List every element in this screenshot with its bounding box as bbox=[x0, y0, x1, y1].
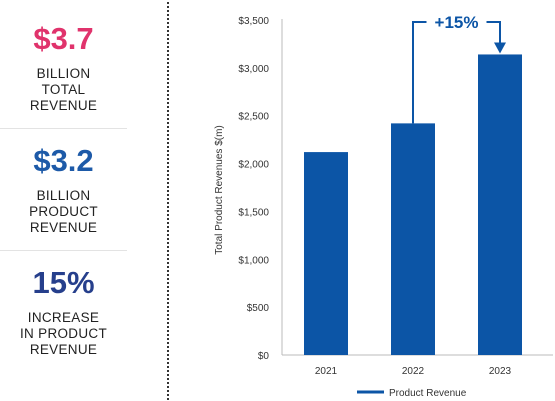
dotted-divider bbox=[167, 2, 169, 400]
stat-label-line: INCREASE bbox=[27, 310, 100, 325]
stat-separator bbox=[0, 250, 127, 251]
y-tick-label: $2,500 bbox=[238, 112, 269, 123]
stat-value: 15% bbox=[32, 265, 95, 300]
y-tick-label: $500 bbox=[247, 303, 270, 314]
y-tick-label: $0 bbox=[258, 351, 270, 362]
y-tick-label: $1,000 bbox=[238, 255, 269, 266]
annotation-label-background bbox=[426, 10, 487, 34]
x-tick-label: 2021 bbox=[315, 366, 338, 377]
y-tick-label: $2,000 bbox=[238, 160, 269, 171]
stat-separator bbox=[0, 128, 127, 129]
legend-label: Product Revenue bbox=[389, 388, 467, 399]
stat-label: INCREASE IN PRODUCT REVENUE bbox=[0, 310, 127, 358]
stat-label-line: IN PRODUCT bbox=[20, 326, 107, 341]
stat-label: BILLION TOTAL REVENUE bbox=[0, 66, 127, 114]
y-tick-label: $3,500 bbox=[238, 16, 269, 27]
y-axis-label: Total Product Revenues $(m) bbox=[214, 125, 225, 255]
stat-label-line: BILLION bbox=[36, 188, 91, 203]
stat-label-line: REVENUE bbox=[29, 98, 98, 113]
stat-label-line: BILLION bbox=[36, 66, 91, 81]
bar bbox=[478, 54, 522, 355]
stat-label-line: TOTAL bbox=[41, 82, 86, 97]
stat-label-line: PRODUCT bbox=[29, 204, 98, 219]
stat-value: $3.7 bbox=[33, 21, 94, 56]
y-tick-label: $3,000 bbox=[238, 64, 269, 75]
stat-total-revenue: $3.7 BILLION TOTAL REVENUE bbox=[0, 22, 127, 114]
x-tick-label: 2022 bbox=[402, 366, 425, 377]
stat-label: BILLION PRODUCT REVENUE bbox=[0, 188, 127, 236]
annotation-label: +15% bbox=[435, 13, 479, 32]
bar bbox=[391, 123, 435, 355]
stat-increase: 15% INCREASE IN PRODUCT REVENUE bbox=[0, 266, 127, 358]
stat-label-line: REVENUE bbox=[29, 342, 98, 357]
annotation-arrowhead bbox=[494, 42, 506, 54]
y-tick-label: $1,500 bbox=[238, 207, 269, 218]
stats-panel: $3.7 BILLION TOTAL REVENUE $3.2 BILLION … bbox=[0, 0, 127, 401]
stat-product-revenue: $3.2 BILLION PRODUCT REVENUE bbox=[0, 144, 127, 236]
stat-value: $3.2 bbox=[33, 143, 94, 178]
bar bbox=[304, 152, 348, 355]
x-tick-label: 2023 bbox=[489, 366, 512, 377]
stat-label-line: REVENUE bbox=[29, 220, 98, 235]
